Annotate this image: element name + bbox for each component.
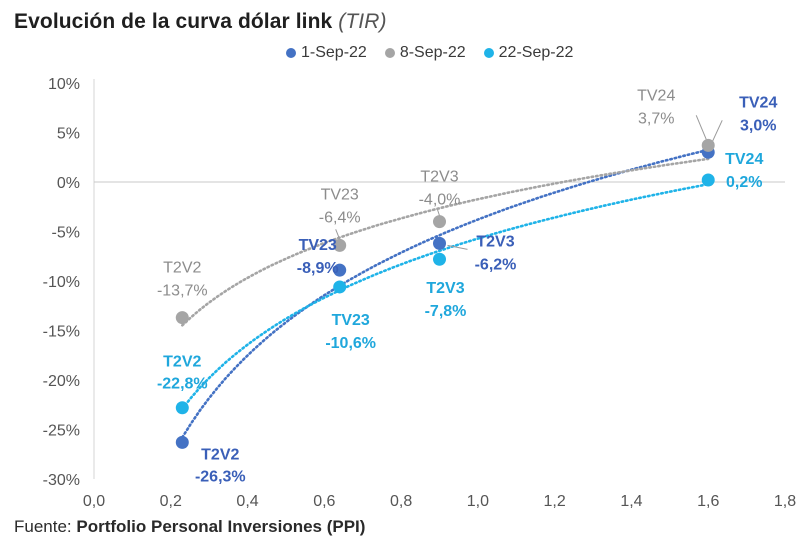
data-label-value: -4,0% — [419, 192, 461, 209]
legend-entry-22-sep-22: 22-Sep-22 — [483, 44, 574, 62]
data-label-value: -6,2% — [475, 256, 517, 273]
data-label-bond: T2V3 — [426, 280, 464, 297]
data-label-value: -10,6% — [325, 335, 376, 352]
chart-title: Evolución de la curva dólar link (TIR) — [14, 10, 387, 34]
x-tick-label: 1,2 — [544, 493, 566, 510]
chart-title-text: Evolución de la curva dólar link — [14, 10, 333, 33]
data-label-value: -6,4% — [319, 209, 361, 226]
y-tick-label: -10% — [43, 274, 80, 291]
y-tick-label: 5% — [57, 126, 80, 143]
data-label-bond: TV24 — [725, 151, 763, 168]
trendline — [181, 182, 710, 410]
chart-subtitle: (TIR) — [338, 10, 387, 33]
y-tick-label: -15% — [43, 324, 80, 341]
legend-label-22-sep-22: 22-Sep-22 — [498, 44, 574, 61]
data-label-bond: T2V2 — [163, 260, 201, 277]
leader-line — [447, 244, 468, 250]
data-label-layer: T2V2 -26,3% TV23 -8,9% T2V3 -6,2% TV24 3,0% T2V2… — [157, 87, 777, 485]
x-tick-label: 1,6 — [697, 493, 719, 510]
data-point — [175, 401, 189, 415]
x-tick-label: 0,6 — [313, 493, 335, 510]
data-label-value: -13,7% — [157, 283, 208, 300]
source-name: Portfolio Personal Inversiones (PPI) — [76, 517, 366, 536]
x-tick-label: 0,4 — [236, 493, 258, 510]
x-tick-label: 1,8 — [774, 493, 796, 510]
legend-marker-22-sep-22 — [483, 48, 494, 58]
legend-marker-8-sep-22 — [384, 48, 395, 58]
legend-entry-8-sep-22: 8-Sep-22 — [384, 44, 466, 62]
x-tick-label: 0,2 — [160, 493, 182, 510]
data-label-bond: TV24 — [739, 94, 777, 111]
x-tick-label: 1,4 — [620, 493, 642, 510]
data-point — [701, 138, 715, 152]
legend-label-8-sep-22: 8-Sep-22 — [399, 44, 466, 61]
y-tick-label: 10% — [48, 76, 80, 93]
data-label-bond: T2V3 — [420, 169, 458, 186]
data-label-bond: T2V3 — [476, 233, 514, 250]
data-point — [175, 311, 189, 325]
data-label-value: -22,8% — [157, 376, 208, 393]
data-label-bond: TV23 — [299, 237, 337, 254]
axes-layer: 10% 5% 0% -5% -10% -15% -20% -25% -30%0,0 0,2 0,4 0… — [43, 76, 797, 510]
leader-line — [437, 209, 440, 216]
source-note: Fuente: Portfolio Personal Inversiones (… — [14, 517, 365, 537]
x-tick-label: 0,0 — [83, 493, 105, 510]
y-tick-label: 0% — [57, 175, 80, 192]
data-label-value: -8,9% — [297, 260, 339, 277]
x-tick-label: 0,8 — [390, 493, 412, 510]
data-label-value: -26,3% — [195, 468, 246, 485]
leader-line — [695, 115, 707, 140]
leader-line — [335, 229, 341, 240]
data-point — [433, 252, 446, 266]
data-label-bond: TV23 — [332, 312, 370, 329]
trendline — [181, 157, 710, 327]
chart-legend: 1-Sep-22 8-Sep-22 22-Sep-22 — [286, 44, 573, 62]
data-point-layer — [175, 138, 715, 449]
data-point — [433, 236, 446, 250]
data-point — [175, 435, 189, 449]
y-tick-label: -20% — [43, 373, 80, 390]
y-tick-label: -5% — [52, 225, 80, 242]
legend-entry-1-sep-22: 1-Sep-22 — [286, 44, 367, 62]
data-point — [433, 215, 446, 229]
data-label-bond: T2V2 — [163, 354, 201, 371]
source-prefix: Fuente: — [14, 517, 77, 536]
data-point — [333, 280, 347, 294]
y-tick-label: -30% — [43, 472, 80, 489]
data-point — [701, 173, 715, 187]
data-label-value: -7,8% — [425, 303, 467, 320]
data-label-bond: T2V2 — [201, 446, 239, 463]
data-label-value: 3,0% — [740, 117, 776, 134]
data-label-bond: TV24 — [637, 87, 675, 104]
x-tick-label: 1,0 — [467, 493, 489, 510]
trendline-layer — [181, 148, 710, 439]
data-point — [333, 238, 347, 252]
data-point — [333, 263, 347, 277]
y-tick-label: -25% — [43, 423, 80, 440]
legend-marker-1-sep-22 — [286, 48, 296, 58]
data-label-value: 3,7% — [638, 110, 674, 127]
data-label-value: 0,2% — [726, 174, 762, 191]
data-label-bond: TV23 — [321, 186, 359, 203]
legend-label-1-sep-22: 1-Sep-22 — [301, 44, 367, 61]
